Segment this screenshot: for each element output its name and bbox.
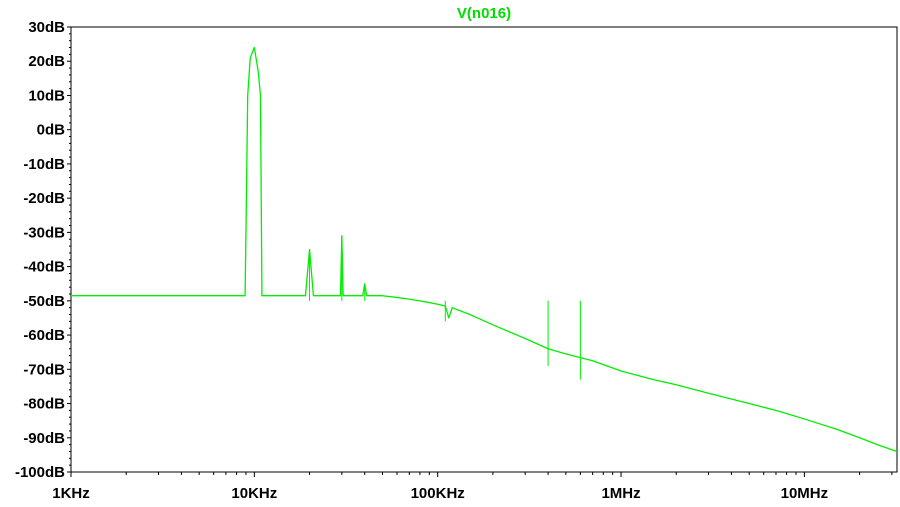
y-tick-label: -10dB [23, 156, 65, 173]
y-axis: 30dB 20dB 10dB 0dB -10dB -20dB -30dB -40dB -50dB… [15, 19, 71, 481]
x-tick-label: 1KHz [52, 485, 90, 502]
y-tick-label: -70dB [23, 361, 65, 378]
y-tick-label: -80dB [23, 396, 65, 413]
y-tick-label: 10dB [28, 87, 65, 104]
y-tick-label: -30dB [23, 224, 65, 241]
x-tick-label: 1MHz [601, 485, 640, 502]
y-tick-label: -100dB [15, 464, 65, 481]
y-tick-label: -20dB [23, 190, 65, 207]
y-tick-label: 30dB [28, 19, 65, 36]
plot-area [70, 26, 898, 473]
x-axis: 1KHz 10KHz 100KHz 1MHz 10MHz [52, 472, 893, 502]
x-tick-label: 10MHz [781, 485, 829, 502]
x-tick-label: 100KHz [411, 485, 465, 502]
y-tick-label: -40dB [23, 259, 65, 276]
series-line [71, 46, 898, 453]
y-tick-label: 0dB [37, 122, 66, 139]
plot-frame [70, 26, 898, 473]
y-tick-label: 20dB [28, 53, 65, 70]
y-tick-label: -50dB [23, 293, 65, 310]
y-tick-label: -90dB [23, 430, 65, 447]
x-tick-label: 10KHz [231, 485, 277, 502]
chart-title: V(n016) [457, 5, 511, 22]
y-tick-label: -60dB [23, 327, 65, 344]
series-layer [71, 46, 898, 453]
